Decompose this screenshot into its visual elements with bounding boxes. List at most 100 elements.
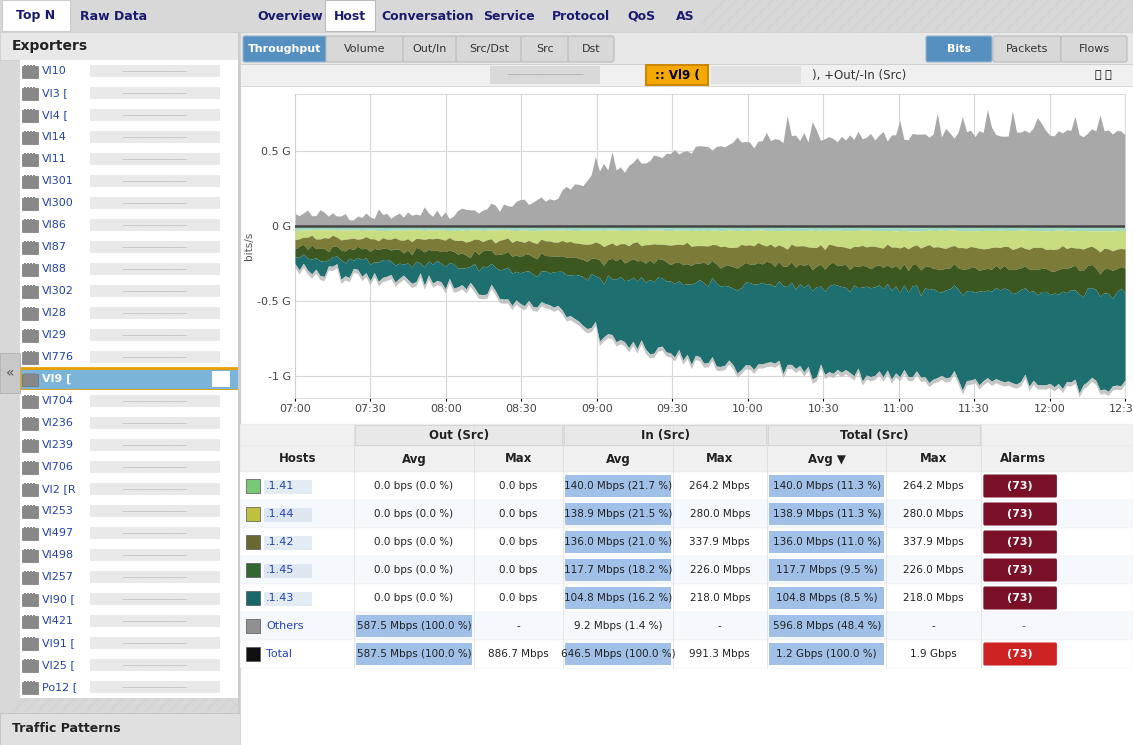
Text: 136.0 Mbps (11.0 %): 136.0 Mbps (11.0 %) — [773, 537, 880, 547]
Text: ─────────────: ───────────── — [122, 551, 187, 559]
Bar — [22, 264, 39, 276]
Bar — [357, 615, 471, 637]
Text: ─────────────: ───────────── — [122, 507, 187, 516]
Bar — [22, 682, 39, 694]
Bar — [33, 175, 35, 179]
Text: Alarms: Alarms — [1000, 452, 1046, 466]
Text: 587.5 Mbps (100.0 %): 587.5 Mbps (100.0 %) — [357, 649, 471, 659]
Text: Max: Max — [920, 452, 947, 466]
Text: 0.0 bps: 0.0 bps — [500, 593, 538, 603]
Text: Raw Data: Raw Data — [80, 10, 147, 22]
Text: 0.0 bps: 0.0 bps — [500, 481, 538, 491]
Bar — [90, 285, 220, 297]
Bar — [620, 1, 662, 28]
Bar — [20, 478, 240, 500]
Text: Out (Src): Out (Src) — [428, 428, 488, 442]
Bar — [33, 571, 35, 575]
Text: Vl301: Vl301 — [42, 176, 74, 186]
Bar — [20, 280, 240, 302]
Bar — [33, 263, 35, 267]
Bar — [246, 507, 259, 521]
Text: Total (Src): Total (Src) — [840, 428, 909, 442]
Bar — [90, 549, 220, 561]
Text: 136.0 Mbps (21.0 %): 136.0 Mbps (21.0 %) — [564, 537, 672, 547]
Bar — [27, 659, 29, 663]
Bar — [20, 170, 240, 192]
Bar — [246, 619, 259, 633]
Bar — [29, 351, 32, 355]
Bar — [29, 285, 32, 289]
Bar — [20, 412, 240, 434]
Polygon shape — [1048, 509, 1055, 519]
Bar — [357, 643, 471, 665]
Bar — [33, 87, 35, 91]
Bar — [27, 285, 29, 289]
Text: 264.2 Mbps: 264.2 Mbps — [903, 481, 964, 491]
Text: AS: AS — [675, 10, 695, 22]
Text: Top N: Top N — [17, 10, 56, 22]
Bar — [24, 175, 26, 179]
Bar — [33, 285, 35, 289]
Bar — [24, 263, 26, 267]
Polygon shape — [1048, 649, 1055, 659]
Text: -: - — [1021, 621, 1025, 631]
Bar — [246, 479, 259, 493]
Bar — [769, 559, 885, 581]
Bar — [246, 563, 259, 577]
Text: Vl88: Vl88 — [42, 264, 67, 274]
Bar — [0, 32, 240, 60]
Text: 1.9 Gbps: 1.9 Gbps — [910, 649, 957, 659]
Bar — [20, 214, 240, 236]
Bar — [90, 417, 220, 429]
Bar — [22, 660, 39, 672]
Text: Vl236: Vl236 — [42, 418, 74, 428]
Bar — [33, 505, 35, 509]
Bar — [20, 302, 240, 324]
Text: 264.2 Mbps: 264.2 Mbps — [690, 481, 750, 491]
Bar — [565, 643, 671, 665]
Bar — [27, 483, 29, 487]
Bar — [27, 307, 29, 311]
Bar — [20, 82, 240, 104]
Bar — [29, 417, 32, 421]
Text: ─────────────: ───────────── — [122, 221, 187, 229]
Bar — [264, 564, 312, 578]
Bar — [33, 373, 35, 377]
Bar — [565, 559, 671, 581]
Bar — [20, 126, 240, 148]
Text: Vl25 [: Vl25 [ — [42, 660, 75, 670]
Bar — [22, 176, 39, 188]
Text: ─────────────: ───────────── — [122, 440, 187, 449]
Text: .1.45: .1.45 — [266, 565, 295, 575]
Bar — [20, 456, 240, 478]
Text: ─────────────: ───────────── — [122, 682, 187, 691]
Bar — [24, 593, 26, 597]
FancyBboxPatch shape — [1060, 36, 1127, 62]
Text: 9.2 Mbps (1.4 %): 9.2 Mbps (1.4 %) — [573, 621, 662, 631]
Bar — [29, 483, 32, 487]
Text: .1.44: .1.44 — [266, 509, 295, 519]
Bar — [29, 175, 32, 179]
Bar — [90, 65, 220, 77]
Text: 0.0 bps (0.0 %): 0.0 bps (0.0 %) — [375, 509, 453, 519]
Bar — [90, 395, 220, 407]
Text: ─────────────: ───────────── — [122, 617, 187, 626]
Bar — [564, 425, 766, 445]
Bar — [90, 307, 220, 319]
Bar — [24, 109, 26, 113]
Text: ─────────────: ───────────── — [122, 595, 187, 603]
Bar — [24, 153, 26, 157]
Bar — [246, 591, 259, 605]
Text: 886.7 Mbps: 886.7 Mbps — [488, 649, 548, 659]
Text: Vl776: Vl776 — [42, 352, 74, 362]
Text: 587.5 Mbps (100.0 %): 587.5 Mbps (100.0 %) — [357, 621, 471, 631]
Bar — [33, 549, 35, 553]
Bar — [24, 285, 26, 289]
Text: Vl239: Vl239 — [42, 440, 74, 450]
Bar — [29, 307, 32, 311]
Text: ), +Out/-In (Src): ), +Out/-In (Src) — [811, 69, 905, 81]
Bar — [27, 637, 29, 641]
FancyBboxPatch shape — [242, 36, 327, 62]
Text: 117.7 Mbps (18.2 %): 117.7 Mbps (18.2 %) — [564, 565, 672, 575]
Text: Vl4 [: Vl4 [ — [42, 110, 68, 120]
